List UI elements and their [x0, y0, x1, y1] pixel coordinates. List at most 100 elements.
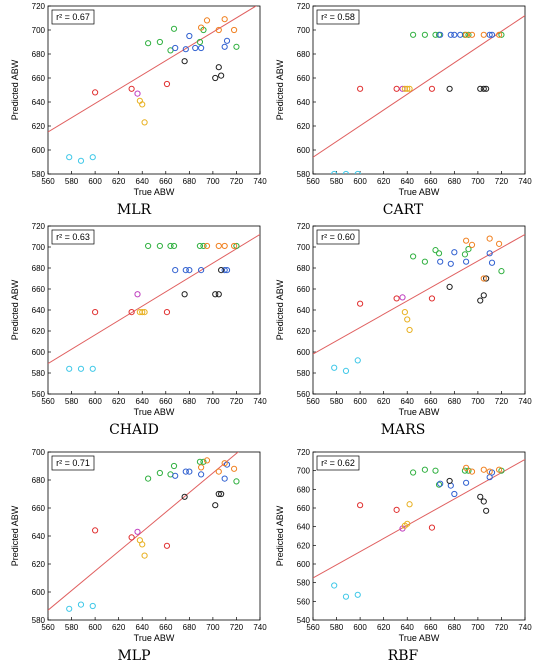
y-axis-label: Predicted ABW	[275, 59, 285, 120]
data-point	[170, 242, 178, 250]
data-point	[221, 43, 228, 50]
y-tick-label: 580	[297, 579, 311, 588]
r2-box	[316, 229, 360, 245]
data-point	[230, 26, 238, 34]
data-point	[221, 460, 228, 467]
data-point	[77, 365, 85, 372]
data-point	[432, 467, 439, 474]
data-point	[410, 469, 417, 476]
data-point	[230, 242, 238, 250]
data-point	[196, 38, 204, 46]
x-axis-label: True ABW	[399, 633, 440, 643]
y-tick-label: 720	[32, 2, 46, 11]
r2-label: r² = 0.67	[56, 12, 90, 22]
x-tick-label: 580	[330, 177, 344, 186]
data-point	[66, 605, 73, 612]
model-title-cart: CART	[383, 202, 424, 218]
data-point	[66, 154, 73, 161]
y-tick-label: 620	[297, 122, 311, 131]
data-point	[134, 90, 141, 97]
fit-line	[313, 459, 525, 579]
r2-box	[51, 9, 95, 25]
r2-label: r² = 0.60	[321, 232, 355, 242]
y-axis-label: Predicted ABW	[10, 279, 20, 340]
model-title-chaid: CHAID	[109, 422, 159, 438]
data-point	[218, 490, 225, 498]
x-tick-label: 640	[401, 177, 415, 186]
x-axis-label: True ABW	[399, 407, 440, 417]
x-tick-label: 620	[112, 623, 126, 632]
x-axis-label: True ABW	[134, 633, 175, 643]
y-tick-label: 580	[32, 170, 46, 179]
data-point	[215, 242, 222, 250]
y-tick-label: 680	[297, 264, 311, 273]
data-point	[215, 26, 222, 34]
data-point	[156, 38, 163, 46]
data-point	[215, 468, 222, 475]
data-point	[463, 237, 470, 244]
data-point	[410, 31, 417, 38]
data-point	[477, 85, 484, 92]
x-tick-label: 580	[65, 397, 79, 406]
data-point	[186, 468, 193, 475]
x-tick-label: 700	[471, 177, 485, 186]
data-point	[233, 43, 240, 50]
data-point	[139, 101, 146, 108]
data-point	[200, 242, 207, 250]
y-tick-label: 580	[32, 616, 46, 625]
y-tick-label: 700	[32, 243, 46, 252]
chart-mars: 560 580 600 620 640 660 680 700 720 740 560 580 600 6…	[275, 222, 532, 438]
y-tick-label: 720	[32, 222, 46, 231]
data-point	[393, 85, 400, 92]
plot-area	[48, 6, 258, 164]
x-tick-label: 700	[206, 397, 220, 406]
x-tick-label: 720	[230, 623, 244, 632]
data-point	[480, 292, 487, 299]
y-tick-label: 680	[32, 476, 46, 485]
data-point	[128, 309, 135, 316]
x-tick-label: 720	[495, 623, 509, 632]
r2-label: r² = 0.63	[56, 232, 90, 242]
y-tick-label: 640	[297, 98, 311, 107]
data-point	[198, 24, 205, 31]
y-tick-label: 620	[297, 541, 311, 550]
chart-mlr: 560 580 600 620 640 660 680 700 720 7405806006206…	[10, 2, 267, 218]
x-tick-label: 700	[471, 623, 485, 632]
x-tick-label: 640	[136, 623, 150, 632]
data-point	[468, 241, 476, 248]
data-point	[480, 85, 487, 92]
data-point	[163, 80, 171, 88]
data-point	[468, 468, 476, 475]
data-point	[432, 247, 439, 254]
x-tick-label: 640	[136, 397, 150, 406]
y-tick-label: 680	[32, 50, 46, 59]
data-point	[477, 493, 484, 500]
data-point	[465, 31, 472, 38]
data-point	[182, 468, 189, 475]
y-tick-label: 560	[297, 390, 311, 399]
model-title-rbf: RBF	[388, 648, 419, 664]
x-tick-label: 640	[401, 397, 415, 406]
x-axis-label: True ABW	[134, 187, 175, 197]
y-tick-label: 720	[297, 448, 311, 457]
y-tick-label: 640	[297, 523, 311, 532]
data-point	[181, 291, 188, 298]
data-point	[331, 364, 338, 371]
x-tick-label: 660	[424, 177, 438, 186]
plot-area	[313, 15, 525, 174]
data-point	[404, 520, 411, 527]
data-point	[486, 250, 493, 257]
data-point	[342, 367, 350, 374]
x-tick-label: 740	[518, 623, 532, 632]
y-tick-label: 720	[297, 2, 311, 11]
data-point	[167, 242, 174, 250]
data-point	[483, 507, 490, 514]
data-point	[196, 242, 204, 250]
y-axis-label: Predicted ABW	[10, 59, 20, 120]
x-tick-label: 620	[112, 177, 126, 186]
x-tick-label: 660	[159, 177, 173, 186]
x-tick-label: 600	[353, 397, 367, 406]
data-point	[495, 466, 503, 473]
plot-area	[313, 459, 525, 600]
